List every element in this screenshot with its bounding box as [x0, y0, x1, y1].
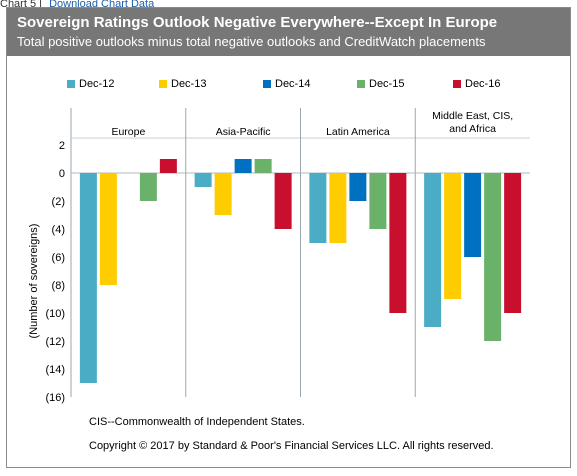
y-tick-label: (8) [52, 280, 65, 292]
y-tick-label: 2 [59, 140, 65, 152]
y-tick-label: (12) [45, 336, 65, 348]
bar [389, 173, 407, 313]
bar [254, 159, 272, 173]
bar [99, 173, 117, 285]
legend-label: Dec-13 [171, 78, 207, 90]
legend-item: Dec-16 [453, 78, 500, 90]
bar [159, 159, 177, 173]
copyright-notice: Copyright © 2017 by Standard & Poor's Fi… [89, 440, 494, 452]
bar [424, 173, 442, 327]
y-tick-label: (4) [52, 224, 65, 236]
legend-swatch [67, 80, 75, 89]
legend-label: Dec-14 [275, 78, 311, 90]
chart-header: Sovereign Ratings Outlook Negative Every… [7, 8, 570, 56]
chart-subtitle: Total positive outlooks minus total nega… [17, 34, 486, 49]
legend-item: Dec-15 [357, 78, 404, 90]
category-label: Latin America [326, 126, 390, 138]
y-tick-label: (10) [45, 308, 65, 320]
bar [349, 173, 367, 201]
top-bar: Chart 5 | Download Chart Data [0, 0, 577, 8]
bar [194, 173, 212, 187]
bar [234, 159, 252, 173]
chart-legend: Dec-12 Dec-13 Dec-14 Dec-15 Dec-16 [67, 78, 567, 92]
legend-item: Dec-13 [159, 78, 206, 90]
legend-swatch [357, 80, 365, 89]
bar [444, 173, 462, 299]
y-tick-label: (16) [45, 392, 65, 404]
legend-label: Dec-12 [79, 78, 115, 90]
y-axis-label: (Number of sovereigns) [28, 224, 40, 339]
bar [369, 173, 387, 229]
legend-item: Dec-14 [263, 78, 310, 90]
legend-swatch [453, 80, 461, 89]
category-label: Middle East, CIS, [432, 110, 513, 122]
legend-swatch [263, 80, 271, 89]
legend-label: Dec-16 [465, 78, 501, 90]
chart-plot: 2 0 (2) (4) (6) (8) (10) (12) (14) (16) (Number of… [28, 108, 530, 404]
bar [464, 173, 482, 257]
chart-number-label: Chart 5 [0, 0, 37, 8]
chart-title: Sovereign Ratings Outlook Negative Every… [17, 14, 498, 31]
category-label: Europe [111, 126, 145, 138]
bar [274, 173, 292, 229]
legend-label: Dec-15 [369, 78, 405, 90]
bar [309, 173, 327, 243]
bar [329, 173, 347, 243]
bar [504, 173, 522, 313]
download-chart-data-link[interactable]: Download Chart Data [49, 0, 155, 8]
bar [484, 173, 502, 341]
y-tick-label: (2) [52, 196, 65, 208]
bar [139, 173, 157, 201]
y-tick-label: (14) [45, 364, 65, 376]
legend-item: Dec-12 [67, 78, 114, 90]
y-tick-label: (6) [52, 252, 65, 264]
category-label: Asia-Pacific [216, 126, 271, 138]
chart-frame: Sovereign Ratings Outlook Negative Every… [6, 7, 571, 468]
bar [214, 173, 232, 215]
legend-swatch [159, 80, 167, 89]
bar [79, 173, 97, 383]
category-label: and Africa [449, 123, 496, 135]
separator: | [39, 0, 42, 8]
footnote: CIS--Commonwealth of Independent States. [89, 416, 305, 428]
y-tick-label: 0 [59, 168, 65, 180]
